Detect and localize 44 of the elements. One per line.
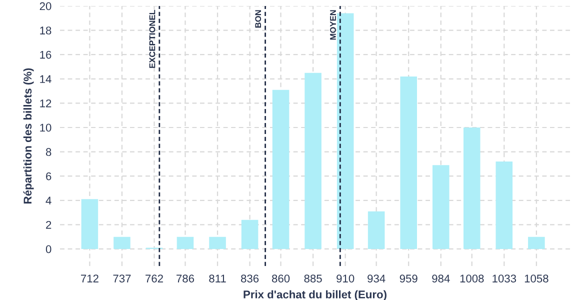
- x-tick-label: 984: [432, 274, 450, 282]
- bar: [176, 236, 194, 249]
- y-tick-label: 6: [46, 172, 52, 180]
- x-tick-label: 836: [241, 274, 259, 282]
- bar: [496, 162, 513, 249]
- x-tick-label: 811: [209, 274, 226, 282]
- x-tick-label: 934: [368, 274, 386, 282]
- x-tick-label: 762: [146, 274, 163, 282]
- bar: [81, 199, 98, 249]
- bar: [241, 220, 258, 249]
- bar: [336, 13, 354, 249]
- y-tick-label: 8: [46, 148, 52, 156]
- y-tick-label: 4: [46, 196, 52, 204]
- x-tick-label: 737: [113, 274, 131, 282]
- ref-line-label: EXCEPTIONEL: [149, 10, 156, 68]
- bar: [114, 236, 130, 249]
- y-tick-label: 18: [40, 26, 52, 34]
- x-tick-label: 1008: [460, 274, 484, 282]
- ref-line-label: MOYEN: [330, 10, 336, 40]
- bar: [400, 76, 417, 249]
- y-axis-title: Répartition des billets (%): [23, 68, 34, 204]
- x-tick-label: 910: [336, 274, 354, 282]
- y-tick-label: 20: [40, 2, 52, 10]
- y-tick-label: 16: [40, 50, 52, 59]
- x-tick-label: 885: [304, 274, 322, 282]
- y-tick-label: 10: [40, 124, 52, 132]
- x-tick-label: 1033: [492, 274, 516, 282]
- bar: [209, 236, 226, 249]
- bar: [272, 90, 290, 249]
- x-tick-label: 712: [80, 274, 98, 282]
- bar: [528, 236, 545, 249]
- bar: [463, 127, 480, 249]
- bar: [304, 72, 322, 249]
- x-tick-label: 860: [272, 274, 290, 282]
- y-tick-label: 0: [46, 245, 52, 254]
- x-tick-label: 1058: [524, 274, 548, 282]
- bar: [432, 165, 450, 249]
- ref-line-label: BON: [255, 10, 262, 28]
- y-tick-label: 2: [46, 220, 52, 229]
- y-tick-label: 14: [40, 75, 52, 83]
- x-tick-label: 786: [176, 274, 194, 282]
- bar: [368, 211, 385, 249]
- y-tick-label: 12: [40, 99, 52, 108]
- x-tick-label: 959: [400, 274, 418, 282]
